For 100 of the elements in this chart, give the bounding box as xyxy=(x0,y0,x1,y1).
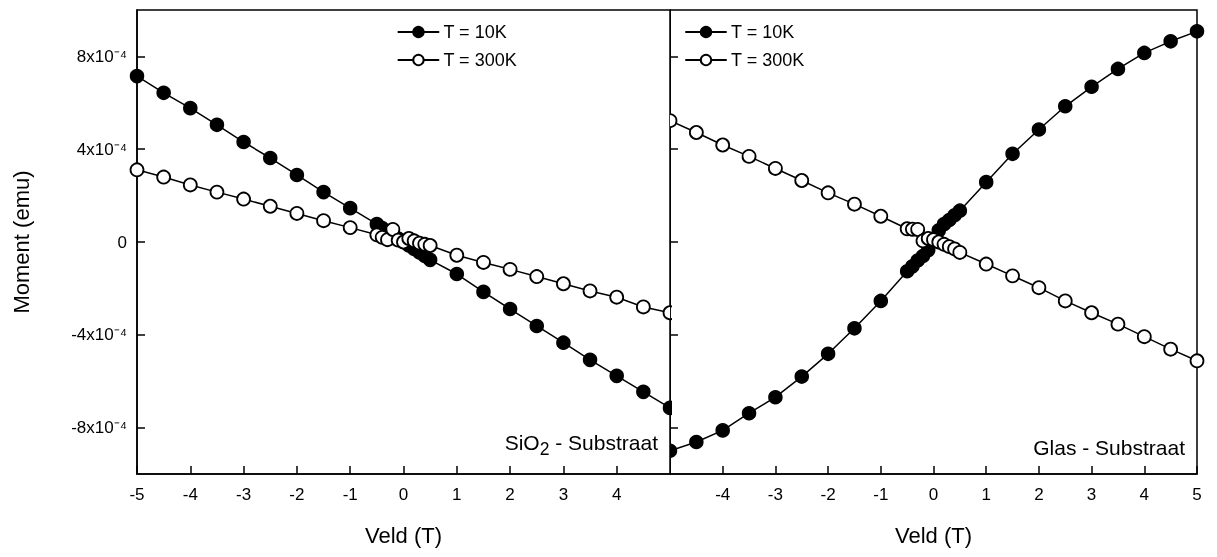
x-tick-label: -4 xyxy=(182,485,198,504)
point xyxy=(794,173,810,188)
x-tick-label: -4 xyxy=(715,485,731,504)
point xyxy=(978,174,994,190)
point xyxy=(952,203,968,218)
point xyxy=(422,238,438,253)
point xyxy=(582,352,598,368)
point xyxy=(129,68,145,84)
point xyxy=(1163,341,1179,357)
x-tick-label: 3 xyxy=(1086,485,1097,504)
point xyxy=(209,184,225,200)
point xyxy=(1189,24,1205,39)
y-tick-label: 0 xyxy=(117,232,127,252)
point xyxy=(1031,122,1047,137)
point xyxy=(715,423,730,438)
x-axis-title: Veld (T) xyxy=(364,522,443,548)
point xyxy=(316,184,331,200)
x-tick-label: -1 xyxy=(873,485,889,504)
x-tick-label: -2 xyxy=(289,485,305,504)
x-tick-label: 2 xyxy=(505,485,515,504)
point xyxy=(820,185,836,201)
point xyxy=(342,200,358,216)
point xyxy=(978,256,994,272)
point xyxy=(910,222,926,237)
point xyxy=(156,169,172,185)
x-tick-label: 5 xyxy=(1192,485,1202,504)
x-axis-title: Veld (T) xyxy=(894,522,973,548)
point xyxy=(847,196,862,212)
point xyxy=(1189,353,1205,369)
point xyxy=(1031,280,1047,296)
point xyxy=(262,198,278,214)
point xyxy=(342,220,358,236)
legend-label: T = 300K xyxy=(731,50,805,70)
point xyxy=(529,318,544,334)
x-tick-label: 2 xyxy=(1034,485,1044,504)
point xyxy=(289,167,305,183)
point xyxy=(209,117,225,133)
point xyxy=(1110,316,1126,332)
x-tick-label: -5 xyxy=(129,485,145,504)
point xyxy=(529,269,545,284)
point xyxy=(1084,305,1099,321)
x-tick-label: 4 xyxy=(1139,485,1150,504)
point xyxy=(236,191,251,207)
point xyxy=(1057,293,1073,309)
point xyxy=(183,100,198,116)
point xyxy=(1137,45,1152,61)
point xyxy=(635,299,651,315)
point xyxy=(609,368,624,384)
point xyxy=(1058,99,1073,114)
point xyxy=(582,283,598,299)
point xyxy=(1005,146,1020,162)
point xyxy=(609,289,625,305)
point xyxy=(156,85,171,101)
point xyxy=(422,252,438,268)
point xyxy=(449,266,465,282)
point xyxy=(688,125,704,140)
point xyxy=(263,150,278,166)
y-tick-label: -4x10⁻⁴ xyxy=(71,325,127,345)
point xyxy=(741,149,757,164)
point xyxy=(129,162,145,178)
point xyxy=(449,247,465,263)
point xyxy=(1084,79,1099,95)
point xyxy=(316,213,331,229)
point xyxy=(556,335,571,350)
x-tick-label: -3 xyxy=(767,485,783,504)
point xyxy=(768,161,783,176)
point xyxy=(1163,34,1178,49)
point xyxy=(385,222,401,237)
point xyxy=(873,208,889,224)
point xyxy=(476,255,491,270)
x-tick-label: 4 xyxy=(611,485,622,504)
point xyxy=(502,301,518,317)
legend-label: T = 10K xyxy=(443,22,507,42)
x-tick-label: 1 xyxy=(981,485,991,504)
point xyxy=(847,321,862,336)
point xyxy=(794,369,809,384)
point xyxy=(556,276,571,292)
point xyxy=(768,389,783,405)
point xyxy=(873,293,889,309)
point xyxy=(502,261,518,277)
x-tick-label: 3 xyxy=(558,485,569,504)
legend-label: T = 300K xyxy=(443,50,517,70)
y-tick-label: 8x10⁻⁴ xyxy=(76,46,127,66)
point xyxy=(1005,268,1020,284)
x-tick-label: -3 xyxy=(236,485,252,504)
point xyxy=(820,346,836,362)
x-tick-label: 0 xyxy=(928,485,939,504)
x-tick-label: 0 xyxy=(398,485,409,504)
annotation: Glas - Substraat xyxy=(1033,436,1185,460)
point xyxy=(1110,61,1126,77)
point xyxy=(689,434,704,450)
x-tick-label: 1 xyxy=(452,485,462,504)
y-tick-label: -8x10⁻⁴ xyxy=(71,418,127,438)
y-axis-title: Moment (emu) xyxy=(8,170,34,314)
point xyxy=(741,405,757,421)
x-tick-label: -1 xyxy=(342,485,358,504)
point xyxy=(952,245,968,260)
point xyxy=(182,177,198,193)
point xyxy=(636,384,651,400)
point xyxy=(715,137,731,153)
